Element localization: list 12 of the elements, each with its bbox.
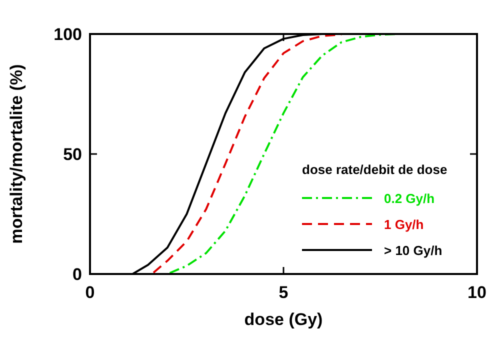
y-tick-label: 0 [72,265,82,284]
x-axis-title: dose (Gy) [244,310,323,329]
y-axis-title: mortality/mortalite (%) [7,64,26,244]
text: 1 Gy/h [384,217,424,232]
legend-title: dose rate/debit de dose [302,162,448,177]
x-tick-label: 10 [468,283,486,302]
x-tick-label: 0 [85,283,95,302]
text: > 10 Gy/h [384,243,442,258]
y-tick-label: 100 [54,25,82,44]
y-tick-label: 50 [63,145,82,164]
x-tick-label: 5 [278,283,288,302]
text: 0.2 Gy/h [384,191,435,206]
